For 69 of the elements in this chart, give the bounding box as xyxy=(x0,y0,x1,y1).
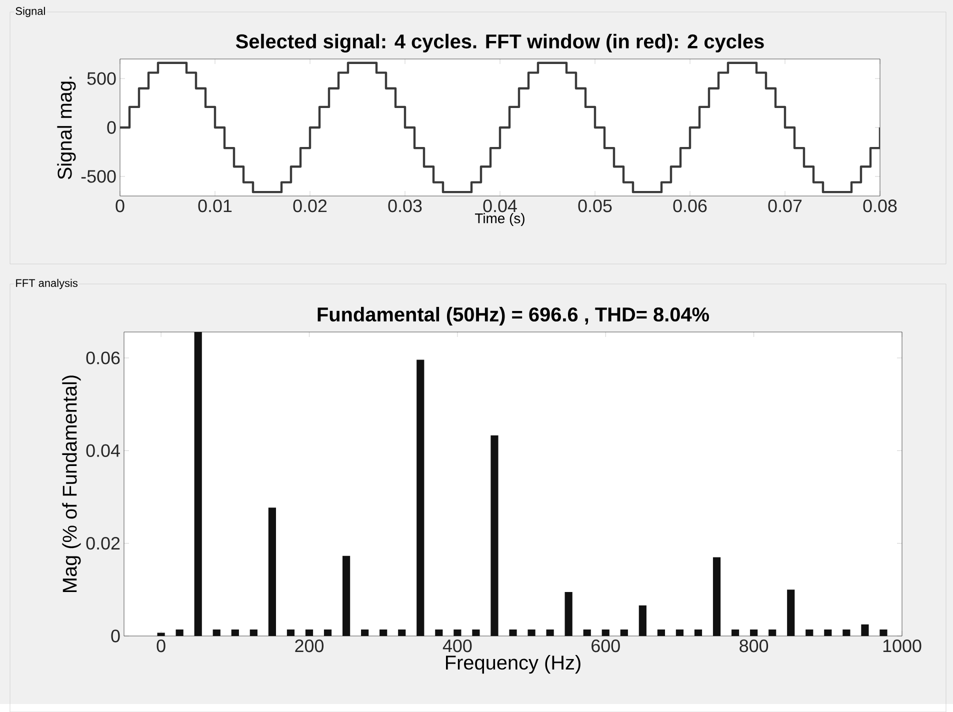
bar xyxy=(380,629,388,636)
bar xyxy=(268,508,276,636)
bar xyxy=(528,629,536,636)
bar xyxy=(157,632,165,636)
bar xyxy=(564,592,572,636)
y-tick-label: 0 xyxy=(111,630,120,642)
x-tick-label: 200 xyxy=(295,639,324,652)
bar xyxy=(361,629,369,636)
y-tick-label: 0 xyxy=(107,121,116,134)
x-tick-label: 0.03 xyxy=(388,199,422,212)
x-tick-label: 400 xyxy=(442,639,472,652)
bar xyxy=(250,629,258,636)
bar xyxy=(194,332,202,636)
bar xyxy=(602,629,610,636)
bar xyxy=(398,629,406,636)
bar xyxy=(880,629,888,636)
bar xyxy=(509,629,517,636)
bar xyxy=(824,629,832,636)
bar xyxy=(768,629,776,636)
x-axis-title: Frequency (Hz) xyxy=(446,654,580,674)
bar xyxy=(454,629,462,636)
y-tick-label: -500 xyxy=(81,170,116,183)
x-tick-label: 0.02 xyxy=(293,199,327,212)
bar xyxy=(750,629,758,636)
chart-title: Fundamental (50Hz) = 696.6 , THD= 8.04% xyxy=(318,306,709,326)
bar xyxy=(638,605,646,636)
y-axis-title: Signal mag. xyxy=(57,76,76,180)
y-tick-label: 0.02 xyxy=(86,536,120,550)
bar xyxy=(546,629,554,636)
bar xyxy=(305,629,314,636)
x-tick-label: 600 xyxy=(592,639,620,652)
bar xyxy=(657,629,665,636)
x-axis-title: Time (s) xyxy=(475,212,524,226)
x-tick-label: 0.08 xyxy=(863,199,897,212)
y-axis-title: Mag (% of Fundamental) xyxy=(62,376,81,592)
text: FFT analysis xyxy=(16,278,78,289)
x-tick-label: 0 xyxy=(156,639,166,652)
bar xyxy=(787,590,795,636)
bar xyxy=(286,629,295,636)
bar xyxy=(712,557,721,636)
y-tick-label: 0.04 xyxy=(86,444,120,457)
bar xyxy=(731,629,740,636)
bar xyxy=(861,624,869,636)
x-tick-label: 0.04 xyxy=(483,199,517,212)
bar xyxy=(620,629,628,636)
chart-title: Selected signal: 4 cycles. FFT window (in red): 2 cycles xyxy=(236,34,764,52)
x-tick-label: 0.06 xyxy=(673,199,707,212)
x-tick-label: 1000 xyxy=(883,639,922,652)
bar xyxy=(231,629,239,636)
text: Signal xyxy=(16,6,45,17)
bar xyxy=(490,435,498,636)
bar xyxy=(212,629,220,636)
bar xyxy=(176,629,184,636)
bar xyxy=(342,556,350,636)
x-tick-label: 800 xyxy=(740,639,768,652)
bar xyxy=(324,629,332,636)
bar xyxy=(842,629,850,636)
bar xyxy=(416,360,424,636)
x-tick-label: 0.05 xyxy=(578,199,612,212)
y-tick-label: 0.06 xyxy=(86,351,120,364)
bar xyxy=(676,629,684,636)
y-tick-label: 500 xyxy=(87,72,116,85)
bar xyxy=(583,629,591,636)
bar xyxy=(806,629,814,636)
x-tick-label: 0.07 xyxy=(768,199,802,212)
x-tick-label: 0.01 xyxy=(198,199,232,212)
bar xyxy=(694,629,702,636)
bar xyxy=(435,629,443,636)
bar xyxy=(472,629,480,636)
